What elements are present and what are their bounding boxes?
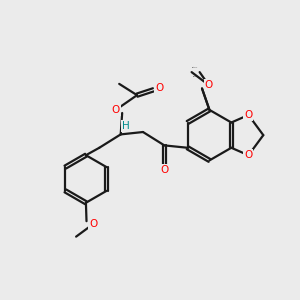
Text: O: O: [89, 219, 97, 229]
Text: O: O: [204, 80, 213, 90]
Text: H: H: [122, 121, 130, 131]
Text: O: O: [160, 165, 169, 175]
Text: methoxy: methoxy: [193, 76, 199, 77]
Text: O: O: [244, 150, 253, 160]
Text: O: O: [155, 83, 164, 93]
Text: O: O: [244, 110, 253, 120]
Text: O: O: [112, 105, 120, 115]
Text: methoxy: methoxy: [192, 66, 198, 68]
Text: O: O: [204, 80, 213, 90]
